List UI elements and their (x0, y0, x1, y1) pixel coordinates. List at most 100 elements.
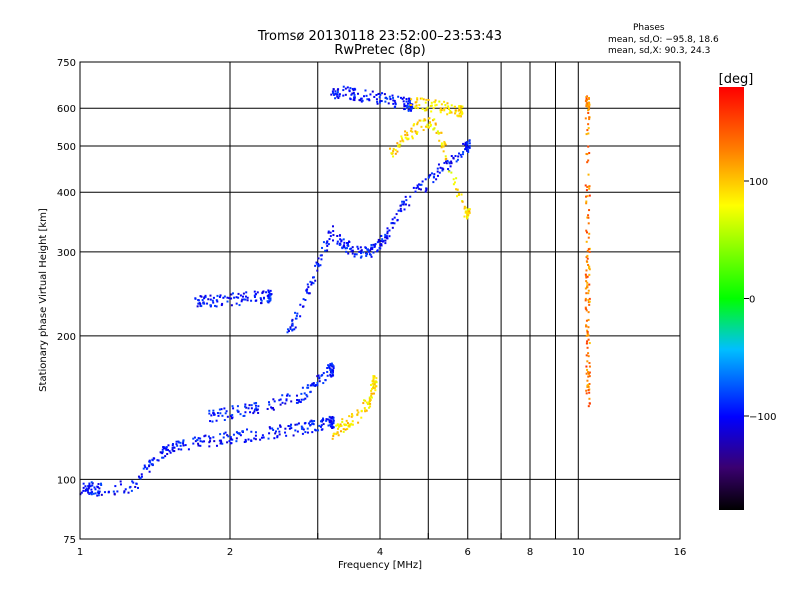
data-point (401, 139, 404, 142)
data-point (295, 317, 298, 320)
data-point (352, 92, 355, 95)
data-point (587, 216, 590, 219)
data-point (246, 299, 249, 302)
data-point (444, 143, 447, 146)
data-point (315, 384, 318, 387)
data-point (404, 195, 407, 198)
data-point (584, 100, 587, 103)
data-point (401, 203, 404, 206)
data-point (290, 400, 293, 403)
data-point (325, 418, 328, 421)
data-point (267, 296, 270, 299)
data-point (244, 405, 247, 408)
data-point (460, 111, 463, 114)
data-point (193, 436, 196, 439)
data-point (403, 208, 406, 211)
data-point (309, 420, 312, 423)
data-point (410, 127, 413, 130)
data-point (587, 372, 590, 375)
data-point (353, 98, 356, 101)
data-point (424, 178, 427, 181)
data-point (259, 438, 262, 441)
data-point (425, 189, 428, 192)
data-point (588, 187, 591, 190)
data-point (331, 426, 334, 429)
data-point (219, 442, 222, 445)
data-point (585, 276, 588, 279)
data-point (380, 100, 383, 103)
data-point (332, 239, 335, 242)
data-point (418, 183, 421, 186)
data-point (221, 302, 224, 305)
data-point (360, 409, 363, 412)
data-point (363, 407, 366, 410)
data-point (350, 247, 353, 250)
data-point (588, 103, 591, 106)
data-point (438, 139, 441, 142)
data-point (373, 392, 376, 395)
data-point (332, 230, 335, 233)
data-point (456, 195, 459, 198)
data-point (456, 188, 459, 191)
data-point (159, 451, 162, 454)
data-point (588, 397, 591, 400)
data-point (388, 95, 391, 98)
data-point (452, 157, 455, 160)
data-point (179, 441, 182, 444)
data-point (587, 311, 590, 314)
data-point (464, 206, 467, 209)
data-point (390, 222, 393, 225)
data-point (162, 446, 165, 449)
data-point (456, 158, 459, 161)
data-point (273, 400, 276, 403)
y-axis-ticks: 75 100 200 300 400 500 600 750 (57, 58, 76, 546)
data-point (84, 485, 87, 488)
data-point (586, 331, 589, 334)
data-point (429, 125, 432, 128)
data-point (415, 131, 418, 134)
x-tick-label: 8 (527, 547, 533, 558)
x-axis-ticks: 1 2 4 6 8 10 16 (77, 533, 686, 558)
data-point (341, 247, 344, 250)
data-point (82, 489, 85, 492)
data-point (182, 439, 185, 442)
data-point (92, 492, 95, 495)
data-point (223, 295, 226, 298)
data-point (346, 422, 349, 425)
data-point (175, 440, 178, 443)
data-point (255, 407, 258, 410)
data-point (212, 409, 215, 412)
data-point (353, 253, 356, 256)
data-point (404, 133, 407, 136)
data-point (306, 384, 309, 387)
data-point (377, 92, 380, 95)
data-point (389, 147, 392, 150)
data-point (409, 195, 412, 198)
grid-lines (80, 62, 680, 539)
data-point (379, 247, 382, 250)
data-point (403, 201, 406, 204)
data-point (390, 152, 393, 155)
data-point (199, 303, 202, 306)
data-point (239, 294, 242, 297)
data-point (381, 92, 384, 95)
data-point (448, 111, 451, 114)
data-point (274, 430, 277, 433)
data-point (342, 428, 345, 431)
data-point (586, 368, 589, 371)
data-point (256, 291, 259, 294)
data-point (378, 240, 381, 243)
data-point (271, 427, 274, 430)
data-point (139, 477, 142, 480)
data-point (192, 442, 195, 445)
data-point (460, 193, 463, 196)
data-point (305, 393, 308, 396)
data-point (435, 178, 438, 181)
data-point (586, 216, 589, 219)
data-point (369, 93, 372, 96)
data-point (331, 365, 334, 368)
data-point (393, 222, 396, 225)
y-tick-label: 75 (63, 535, 76, 546)
data-point (250, 407, 253, 410)
data-point (376, 241, 379, 244)
